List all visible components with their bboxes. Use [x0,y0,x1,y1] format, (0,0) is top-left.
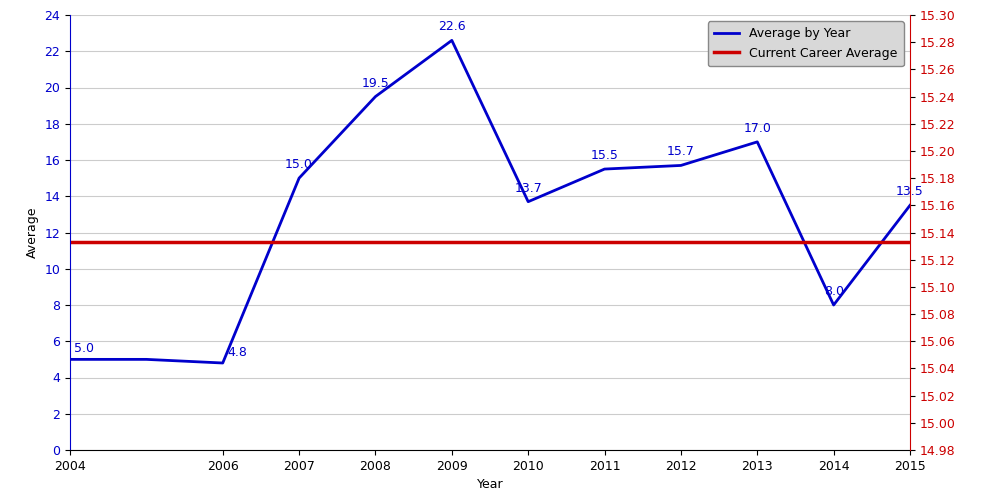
Average by Year [522,198,534,204]
Legend: Average by Year, Current Career Average: Average by Year, Current Career Average [708,21,904,66]
X-axis label: Year: Year [477,478,503,492]
Y-axis label: Average: Average [26,207,39,258]
Text: 8.0: 8.0 [824,285,844,298]
Text: 4.8: 4.8 [227,346,247,359]
Average by Year [369,94,381,100]
Text: 19.5: 19.5 [362,76,389,90]
Average by Year [599,166,611,172]
Average by Year [140,356,152,362]
Average by Year [904,202,916,208]
Text: 17.0: 17.0 [743,122,771,135]
Average by Year [675,162,687,168]
Average by Year [217,360,229,366]
Text: 15.5: 15.5 [591,149,618,162]
Average by Year [828,302,840,308]
Line: Average by Year: Average by Year [70,40,910,363]
Average by Year [64,356,76,362]
Text: 22.6: 22.6 [438,20,466,34]
Text: 13.7: 13.7 [514,182,542,194]
Text: 5.0: 5.0 [74,342,94,355]
Average by Year [293,175,305,181]
Average by Year [751,139,763,145]
Text: 13.5: 13.5 [896,186,924,198]
Text: 15.7: 15.7 [667,146,695,158]
Average by Year [446,38,458,44]
Text: 15.0: 15.0 [285,158,313,171]
